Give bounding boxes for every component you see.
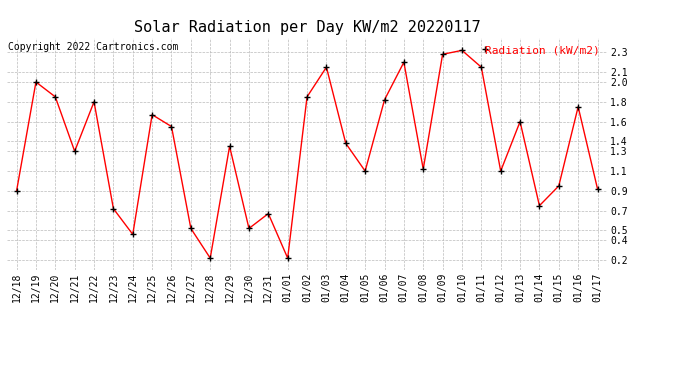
Radiation (kW/m2) [535,204,544,208]
Radiation (kW/m2) [70,149,79,153]
Radiation (kW/m2) [593,187,602,191]
Radiation (kW/m2) [419,167,427,171]
Radiation (kW/m2) [12,189,21,193]
Radiation (kW/m2) [574,105,582,109]
Radiation (kW/m2) [303,94,311,99]
Radiation (kW/m2) [400,60,408,64]
Radiation (kW/m2) [264,211,273,216]
Title: Solar Radiation per Day KW/m2 20220117: Solar Radiation per Day KW/m2 20220117 [134,20,480,35]
Radiation (kW/m2) [90,99,98,104]
Radiation (kW/m2) [477,65,486,69]
Radiation (kW/m2) [284,256,292,260]
Radiation (kW/m2) [497,169,505,173]
Text: Copyright 2022 Cartronics.com: Copyright 2022 Cartronics.com [8,42,179,52]
Legend: Radiation (kW/m2): Radiation (kW/m2) [482,43,602,57]
Radiation (kW/m2) [458,48,466,52]
Radiation (kW/m2) [555,184,563,188]
Radiation (kW/m2) [187,226,195,231]
Radiation (kW/m2) [109,206,117,211]
Radiation (kW/m2) [342,141,350,146]
Line: Radiation (kW/m2): Radiation (kW/m2) [13,47,601,262]
Radiation (kW/m2) [516,119,524,124]
Radiation (kW/m2) [148,112,156,117]
Radiation (kW/m2) [322,65,331,69]
Radiation (kW/m2) [245,226,253,231]
Radiation (kW/m2) [51,94,59,99]
Radiation (kW/m2) [128,232,137,237]
Radiation (kW/m2) [32,80,40,84]
Radiation (kW/m2) [361,169,369,173]
Radiation (kW/m2) [206,256,215,260]
Radiation (kW/m2) [438,52,446,57]
Radiation (kW/m2) [168,124,176,129]
Radiation (kW/m2) [380,98,388,102]
Radiation (kW/m2) [226,144,234,148]
